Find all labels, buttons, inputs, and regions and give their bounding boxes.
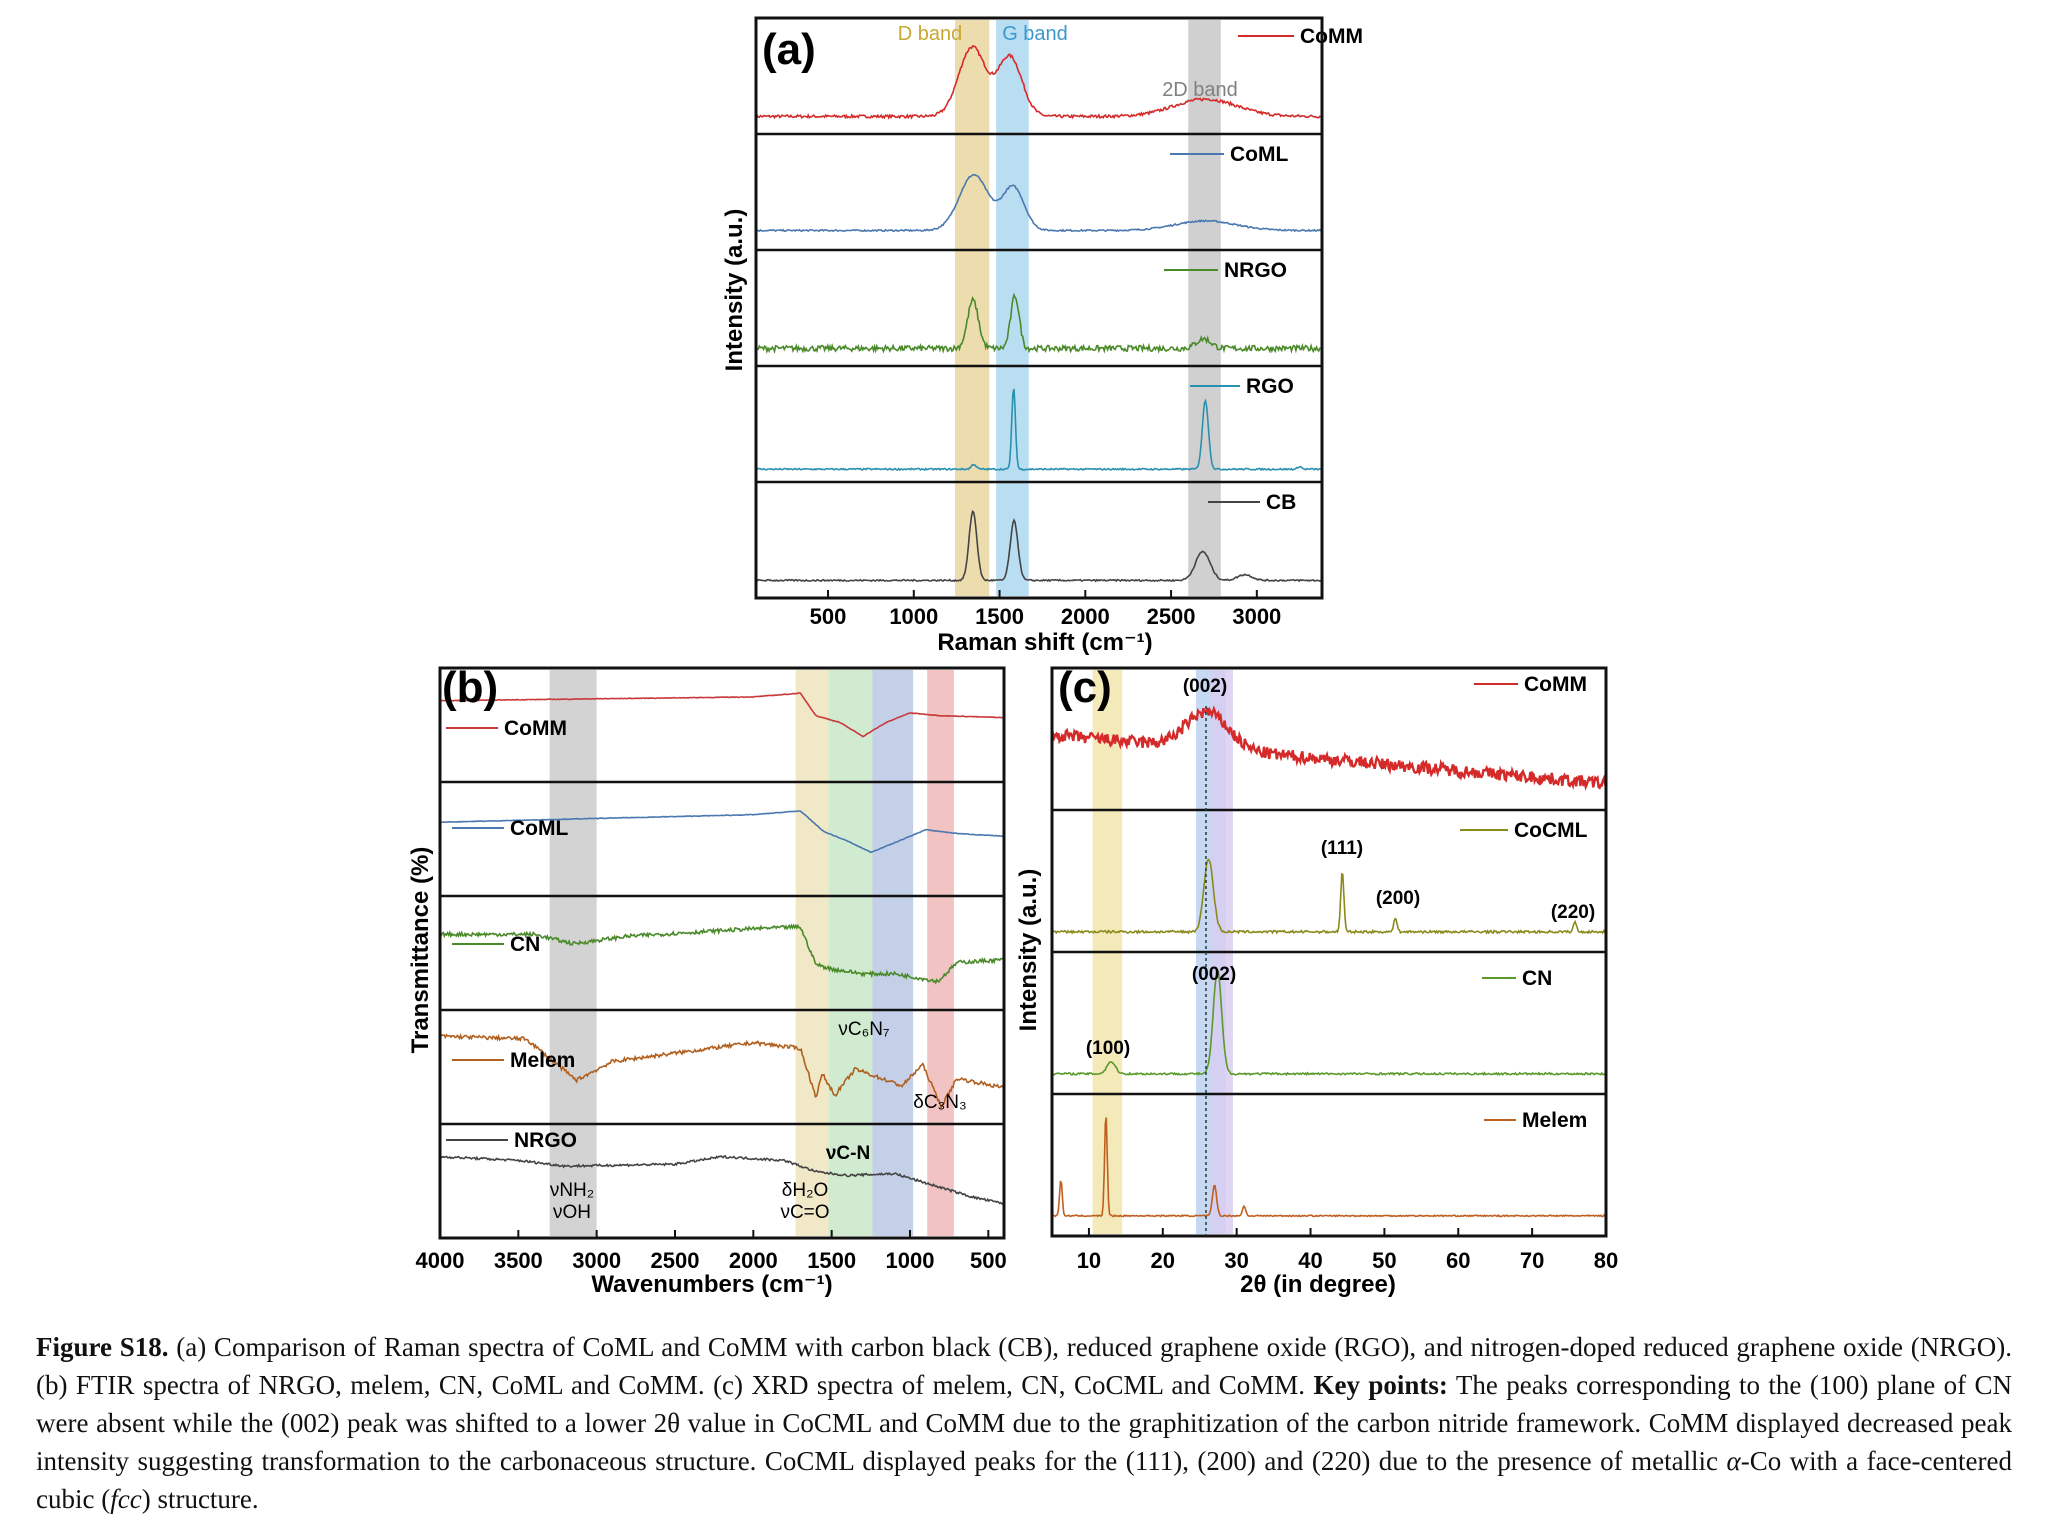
nh2-label: νNH₂ — [550, 1180, 594, 1201]
xrd-220-label: (220) — [1551, 902, 1595, 923]
figure-s18: CoMM CoML NRGO RGO CB 500 1000 1500 2000 2500 300… — [407, 16, 1618, 1298]
caption-part2a: The peaks corresponding to the (100) pla… — [36, 1370, 2013, 1476]
series-line-rgo — [755, 388, 1323, 472]
caption-label: Figure S18. — [36, 1332, 169, 1362]
legend-label-cocml: CoCML — [1514, 819, 1588, 842]
x-tick-label-5: 60 — [1446, 1248, 1470, 1273]
shaded-band-0 — [549, 670, 597, 1236]
x-tick-label-3: 2000 — [1061, 604, 1110, 629]
series-line-cn — [439, 923, 1005, 985]
xrd-111-label: (111) — [1321, 838, 1363, 859]
legend-label-cn: CN — [1522, 967, 1552, 990]
x-tick-label-0: 500 — [810, 604, 847, 629]
x-tick-label-4: 2500 — [1147, 604, 1196, 629]
legend-label-comm: CoMM — [1524, 673, 1587, 696]
series-line-coml — [755, 173, 1323, 233]
panel-a-tag: (a) — [762, 25, 816, 74]
x-tick-label-3: 2500 — [651, 1248, 700, 1273]
x-tick-label-1: 1000 — [889, 604, 938, 629]
legend-label-coml: CoML — [510, 817, 568, 840]
shaded-band-0 — [954, 20, 990, 596]
x-tick-label-1: 3500 — [494, 1248, 543, 1273]
cn-label: νC-N — [826, 1143, 870, 1164]
x-tick-label-6: 1000 — [886, 1248, 935, 1273]
xrd-y-label: Intensity (a.u.) — [1015, 869, 1042, 1032]
series-line-comm — [439, 692, 1005, 738]
x-tick-label-5: 1500 — [807, 1248, 856, 1273]
h2o-label: δH₂O — [782, 1180, 828, 1201]
series-line-melem — [1051, 1117, 1607, 1218]
x-tick-label-7: 80 — [1594, 1248, 1618, 1273]
shaded-band-4 — [927, 670, 954, 1236]
shaded-band-2 — [828, 670, 873, 1236]
xrd-100-label: (100) — [1086, 1038, 1130, 1059]
x-tick-label-6: 70 — [1520, 1248, 1544, 1273]
co-label: νC=O — [780, 1202, 829, 1223]
c3n3-label: δC₃N₃ — [913, 1092, 967, 1113]
xrd-x-label: 2θ (in degree) — [1240, 1271, 1396, 1298]
legend-label-melem: Melem — [510, 1049, 575, 1072]
x-tick-label-0: 10 — [1077, 1248, 1101, 1273]
x-tick-label-7: 500 — [970, 1248, 1007, 1273]
legend-label-cb: CB — [1266, 491, 1296, 514]
ftir-panel: CoMM CoML CN Melem NRGO 4000 3500 3000 2500 2000… — [407, 663, 1007, 1298]
raman-y-label: Intensity (a.u.) — [721, 209, 748, 372]
panel-c-tag: (c) — [1058, 663, 1112, 712]
series-line-comm — [1050, 705, 1608, 791]
x-tick-label-3: 40 — [1298, 1248, 1322, 1273]
legend-label-rgo: RGO — [1246, 375, 1294, 398]
x-tick-label-1: 20 — [1151, 1248, 1175, 1273]
series-line-melem — [439, 1033, 1005, 1111]
xrd-002-mid-label: (002) — [1192, 964, 1236, 985]
d-band-label: D band — [898, 23, 963, 45]
series-line-comm — [755, 45, 1323, 120]
legend-label-melem: Melem — [1522, 1109, 1587, 1132]
caption-fcc: fcc — [110, 1484, 142, 1514]
x-tick-label-4: 2000 — [729, 1248, 778, 1273]
series-line-nrgo — [755, 292, 1323, 355]
raman-x-label: Raman shift (cm⁻¹) — [937, 629, 1152, 656]
caption-part1: (a) Comparison of Raman spectra of CoML … — [36, 1332, 2012, 1400]
legend-label-coml: CoML — [1230, 143, 1288, 166]
series-line-nrgo — [439, 1155, 1005, 1206]
x-tick-label-0: 4000 — [416, 1248, 465, 1273]
xrd-200-label: (200) — [1376, 888, 1420, 909]
legend-label-nrgo: NRGO — [1224, 259, 1287, 282]
xrd-panel: CoMM CoCML CN Melem 10 20 30 40 50 60 70 80 (c) (0… — [1015, 663, 1618, 1298]
x-tick-label-5: 3000 — [1232, 604, 1281, 629]
caption-part2c: ) structure. — [141, 1484, 259, 1514]
xrd-002-top-label: (002) — [1183, 676, 1227, 697]
plot-frame — [438, 666, 1006, 1240]
series-line-cocml — [1051, 858, 1607, 935]
figure-caption: Figure S18. (a) Comparison of Raman spec… — [36, 1328, 2012, 1518]
c6n7-label: νC₆N₇ — [838, 1019, 889, 1040]
2d-band-label: 2D band — [1162, 79, 1238, 101]
shaded-band-2 — [1188, 20, 1221, 596]
panel-b-tag: (b) — [442, 663, 498, 712]
x-tick-label-4: 50 — [1372, 1248, 1396, 1273]
x-tick-label-2: 3000 — [572, 1248, 621, 1273]
legend-label-nrgo: NRGO — [514, 1129, 577, 1152]
legend-label-comm: CoMM — [504, 717, 567, 740]
caption-alpha: α — [1726, 1446, 1741, 1476]
x-tick-label-2: 30 — [1224, 1248, 1248, 1273]
legend-label-comm: CoMM — [1300, 25, 1363, 48]
caption-part2b: -Co with a face-centered cubic ( — [36, 1446, 2012, 1514]
series-line-cb — [755, 509, 1323, 583]
x-tick-label-2: 1500 — [975, 604, 1024, 629]
plot-frame — [754, 16, 1324, 600]
caption-key-label: Key points: — [1313, 1370, 1448, 1400]
g-band-label: G band — [1002, 23, 1068, 45]
oh-label: νOH — [553, 1202, 591, 1223]
series-line-cn — [1051, 967, 1607, 1077]
ftir-x-label: Wavenumbers (cm⁻¹) — [591, 1271, 832, 1298]
ftir-y-label: Transmittance (%) — [407, 847, 434, 1054]
shaded-band-3 — [872, 670, 914, 1236]
series-line-coml — [439, 810, 1005, 854]
legend-label-cn: CN — [510, 933, 540, 956]
plot-frame — [1050, 666, 1608, 1238]
raman-panel: CoMM CoML NRGO RGO CB 500 1000 1500 2000 2500 300… — [721, 16, 1363, 656]
